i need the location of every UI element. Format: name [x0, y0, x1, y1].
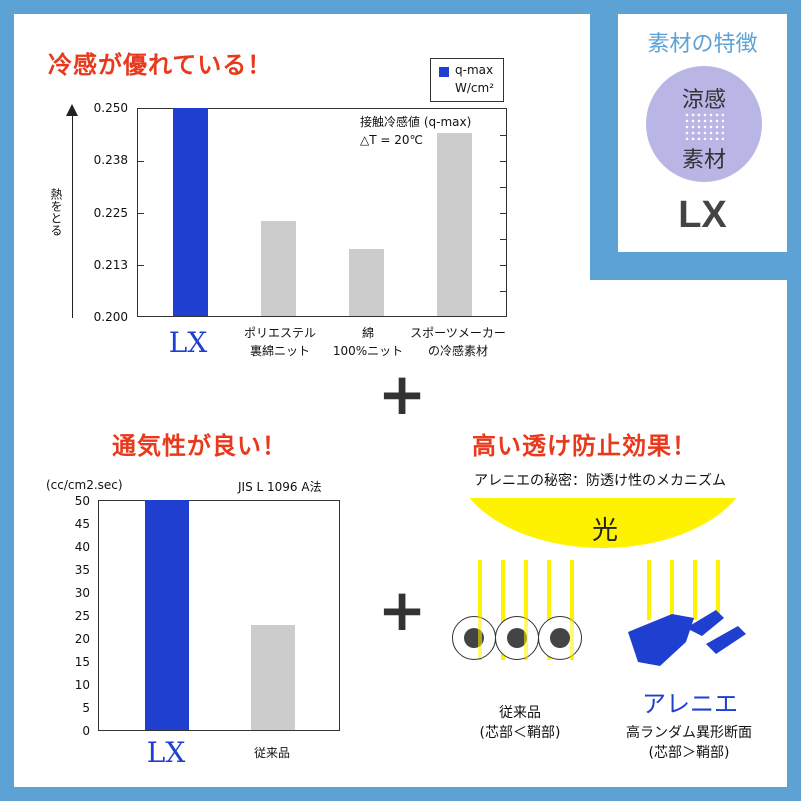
tick-label: 0.238 — [93, 153, 128, 167]
tick-label: 10 — [74, 678, 90, 692]
light-ray — [716, 560, 720, 620]
feature-circle-line2: 素材 — [681, 148, 726, 173]
chart1-legend: q-max W/cm² — [430, 58, 504, 102]
tick-mark — [138, 161, 144, 162]
arenie-brand: アレニエ — [642, 690, 738, 718]
bar-sports — [437, 133, 472, 316]
tick-label: 5 — [82, 701, 90, 715]
tick-mark — [500, 213, 506, 214]
tick-mark — [138, 265, 144, 266]
feature-dots — [684, 112, 724, 140]
feature-heading: 素材の特徴 — [647, 32, 758, 57]
fiber-core — [507, 628, 527, 648]
cat-label: 裏綿ニット — [249, 344, 310, 358]
feature-name: LX — [678, 194, 727, 236]
cat-label-lx: LX — [146, 736, 186, 769]
tick-mark — [500, 161, 506, 162]
chart1-title: 冷感が優れている！ — [48, 51, 273, 79]
light-ray — [478, 616, 482, 658]
tick-label: 40 — [74, 540, 90, 554]
tick-mark — [500, 239, 506, 240]
cat-label: スポーツメーカー — [410, 326, 506, 340]
tick-label: 20 — [74, 632, 90, 646]
tick-label: 50 — [74, 494, 90, 508]
left-caption-2: (芯部＜鞘部) — [479, 725, 561, 741]
tick-mark — [500, 265, 506, 266]
chart2-title: 通気性が良い！ — [112, 432, 287, 460]
plus-sign: + — [377, 360, 427, 428]
light-subtitle: アレニエの秘密：防透け性のメカニズム — [474, 473, 726, 489]
chart2-plot — [98, 500, 340, 731]
light-ray — [670, 560, 674, 620]
tick-label: 0 — [82, 724, 90, 738]
light-ray — [524, 560, 528, 660]
tick-label: 0.225 — [93, 206, 128, 220]
chart2-unit: (cc/cm2.sec) — [46, 478, 123, 492]
tick-label: 0.200 — [93, 310, 128, 324]
cat-label: ポリエステル — [243, 326, 316, 340]
feature-circle-line1: 涼感 — [681, 88, 726, 113]
left-caption-1: 従来品 — [499, 705, 541, 721]
fiber-core — [550, 628, 570, 648]
light-label: 光 — [591, 516, 618, 546]
chart1-plot: 接触冷感値 (q-max) △T = 20℃ — [137, 108, 507, 317]
cat-label: 100%ニット — [332, 344, 404, 358]
cat-label: の冷感素材 — [427, 344, 488, 358]
light-ray — [547, 560, 551, 660]
tick-mark — [500, 135, 506, 136]
cat-label-lx: LX — [168, 326, 208, 359]
feature-box-inner: 素材の特徴 涼感 素材 LX — [618, 14, 787, 252]
tick-label: 15 — [74, 655, 90, 669]
cat-label: 従来品 — [253, 746, 290, 760]
y-arrow-line — [72, 114, 73, 318]
light-ray — [647, 560, 651, 620]
plus-sign: + — [377, 576, 427, 644]
tick-mark — [500, 187, 506, 188]
tick-label: 35 — [74, 563, 90, 577]
light-ray — [524, 616, 528, 658]
light-ray — [570, 560, 574, 660]
bar-lx — [173, 108, 208, 316]
fiber-shape — [686, 610, 724, 636]
chart2-note: JIS L 1096 A法 — [238, 480, 322, 494]
tick-label: 0.213 — [93, 258, 128, 272]
light-title: 高い透け防止効果！ — [472, 432, 697, 460]
fiber-shape — [706, 626, 746, 654]
legend-label-1: q-max — [455, 63, 494, 77]
bar-lx — [145, 500, 189, 730]
light-ray — [478, 560, 482, 660]
legend-label-2: W/cm² — [455, 81, 495, 95]
chart1-ylabel: 熱をとる — [49, 188, 63, 236]
light-ray — [570, 616, 574, 658]
bar-cotton — [349, 249, 384, 316]
y-arrow-head — [66, 104, 78, 116]
light-ray — [501, 560, 505, 660]
chart1-note-line1: 接触冷感値 (q-max) — [360, 113, 472, 130]
tick-mark — [500, 291, 506, 292]
fiber-shape — [628, 614, 694, 666]
feature-box: 素材の特徴 涼感 素材 LX — [590, 0, 801, 280]
tick-mark — [138, 213, 144, 214]
bar-polyester — [261, 221, 296, 316]
right-caption-2: (芯部＞鞘部) — [648, 745, 730, 761]
light-ray — [693, 560, 697, 620]
bar-conventional — [251, 625, 295, 730]
legend-swatch — [439, 67, 449, 77]
cat-label: 綿 — [361, 326, 374, 340]
chart1-note-line2: △T = 20℃ — [360, 133, 423, 147]
tick-label: 30 — [74, 586, 90, 600]
right-caption-1: 高ランダム異形断面 — [626, 725, 752, 741]
tick-label: 0.250 — [93, 101, 128, 115]
tick-label: 45 — [74, 517, 90, 531]
tick-label: 25 — [74, 609, 90, 623]
arenie-fibers — [628, 610, 746, 666]
